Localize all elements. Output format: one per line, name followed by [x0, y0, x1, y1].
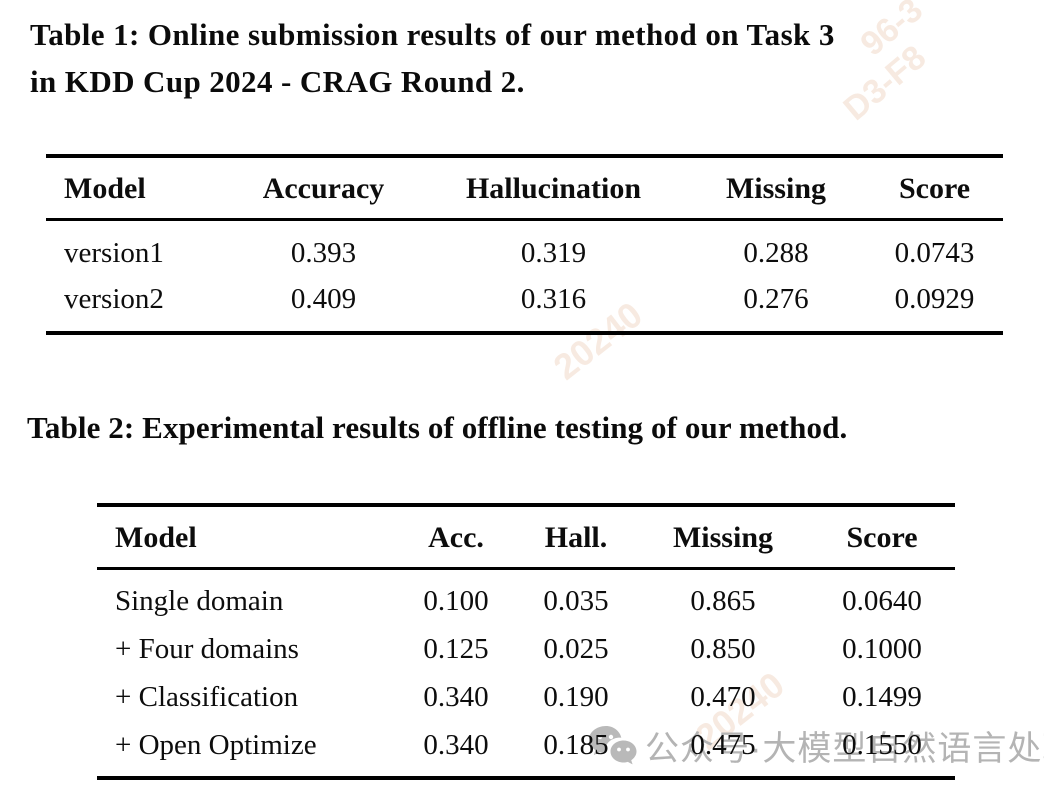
missing-cell: 0.865	[690, 584, 756, 617]
score-cell: 0.0929	[894, 282, 975, 315]
column-header-model: Model	[97, 505, 397, 570]
column-header-score: Score	[866, 156, 1003, 221]
acc-cell: 0.340	[423, 680, 489, 713]
column-header-model: Model	[46, 156, 226, 221]
acc-cell: 0.340	[423, 728, 489, 761]
table2-caption: Table 2: Experimental results of offline…	[27, 410, 848, 445]
column-header-missing: Missing	[686, 156, 866, 221]
score-cell: 0.1499	[842, 680, 922, 713]
missing-cell: 0.470	[690, 680, 756, 713]
table-header-row: Model Accuracy Hallucination Missing Sco…	[46, 156, 1003, 221]
accuracy-cell: 0.409	[290, 282, 357, 315]
accuracy-cell: 0.393	[290, 236, 357, 269]
column-header-missing: Missing	[637, 505, 809, 570]
missing-cell: 0.850	[690, 632, 756, 665]
acc-cell: 0.100	[423, 584, 489, 617]
column-header-hall: Hall.	[515, 505, 637, 570]
hall-cell: 0.025	[543, 632, 609, 665]
column-header-acc: Acc.	[397, 505, 515, 570]
column-header-hallucination: Hallucination	[421, 156, 686, 221]
score-cell: 0.0640	[842, 584, 922, 617]
table-row: + Open Optimize 0.340 0.185 0.475 0.1550	[97, 721, 955, 778]
model-cell: version2	[64, 282, 164, 315]
table-header-row: Model Acc. Hall. Missing Score	[97, 505, 955, 570]
hall-cell: 0.035	[543, 584, 609, 617]
table-online-submission: Model Accuracy Hallucination Missing Sco…	[46, 154, 1003, 335]
table-row: Single domain 0.100 0.035 0.865 0.0640	[97, 569, 955, 626]
score-cell: 0.0743	[894, 236, 975, 269]
missing-cell: 0.288	[743, 236, 809, 269]
model-cell: + Four domains	[115, 632, 299, 665]
table1-caption: Table 1: Online submission results of ou…	[30, 11, 835, 105]
table-row: + Classification 0.340 0.190 0.470 0.149…	[97, 673, 955, 721]
model-cell: + Classification	[115, 680, 299, 713]
model-cell: + Open Optimize	[115, 728, 317, 761]
missing-cell: 0.475	[690, 728, 756, 761]
model-cell: Single domain	[115, 584, 284, 617]
account-watermark-text: 公众号·大模型自然语言处理	[645, 730, 1044, 768]
table-row: version2 0.409 0.316 0.276 0.0929	[46, 276, 1003, 333]
hall-cell: 0.185	[543, 728, 609, 761]
table-row: version1 0.393 0.319 0.288 0.0743	[46, 220, 1003, 277]
column-header-score: Score	[809, 505, 955, 570]
score-cell: 0.1000	[842, 632, 922, 665]
hallucination-cell: 0.319	[520, 236, 587, 269]
table-row: + Four domains 0.125 0.025 0.850 0.1000	[97, 625, 955, 673]
missing-cell: 0.276	[743, 282, 809, 315]
hallucination-cell: 0.316	[520, 282, 587, 315]
column-header-accuracy: Accuracy	[226, 156, 421, 221]
model-cell: version1	[64, 236, 164, 269]
wechat-icon	[588, 724, 638, 768]
score-cell: 0.1550	[842, 728, 922, 761]
table1-caption-line1: Table 1: Online submission results of ou…	[30, 17, 835, 52]
acc-cell: 0.125	[423, 632, 489, 665]
table-offline-testing: Model Acc. Hall. Missing Score Single do…	[97, 503, 955, 780]
table1-caption-line2: in KDD Cup 2024 - CRAG Round 2.	[30, 64, 525, 99]
account-watermark: 公众号·大模型自然语言处理	[588, 721, 1044, 770]
hall-cell: 0.190	[543, 680, 609, 713]
